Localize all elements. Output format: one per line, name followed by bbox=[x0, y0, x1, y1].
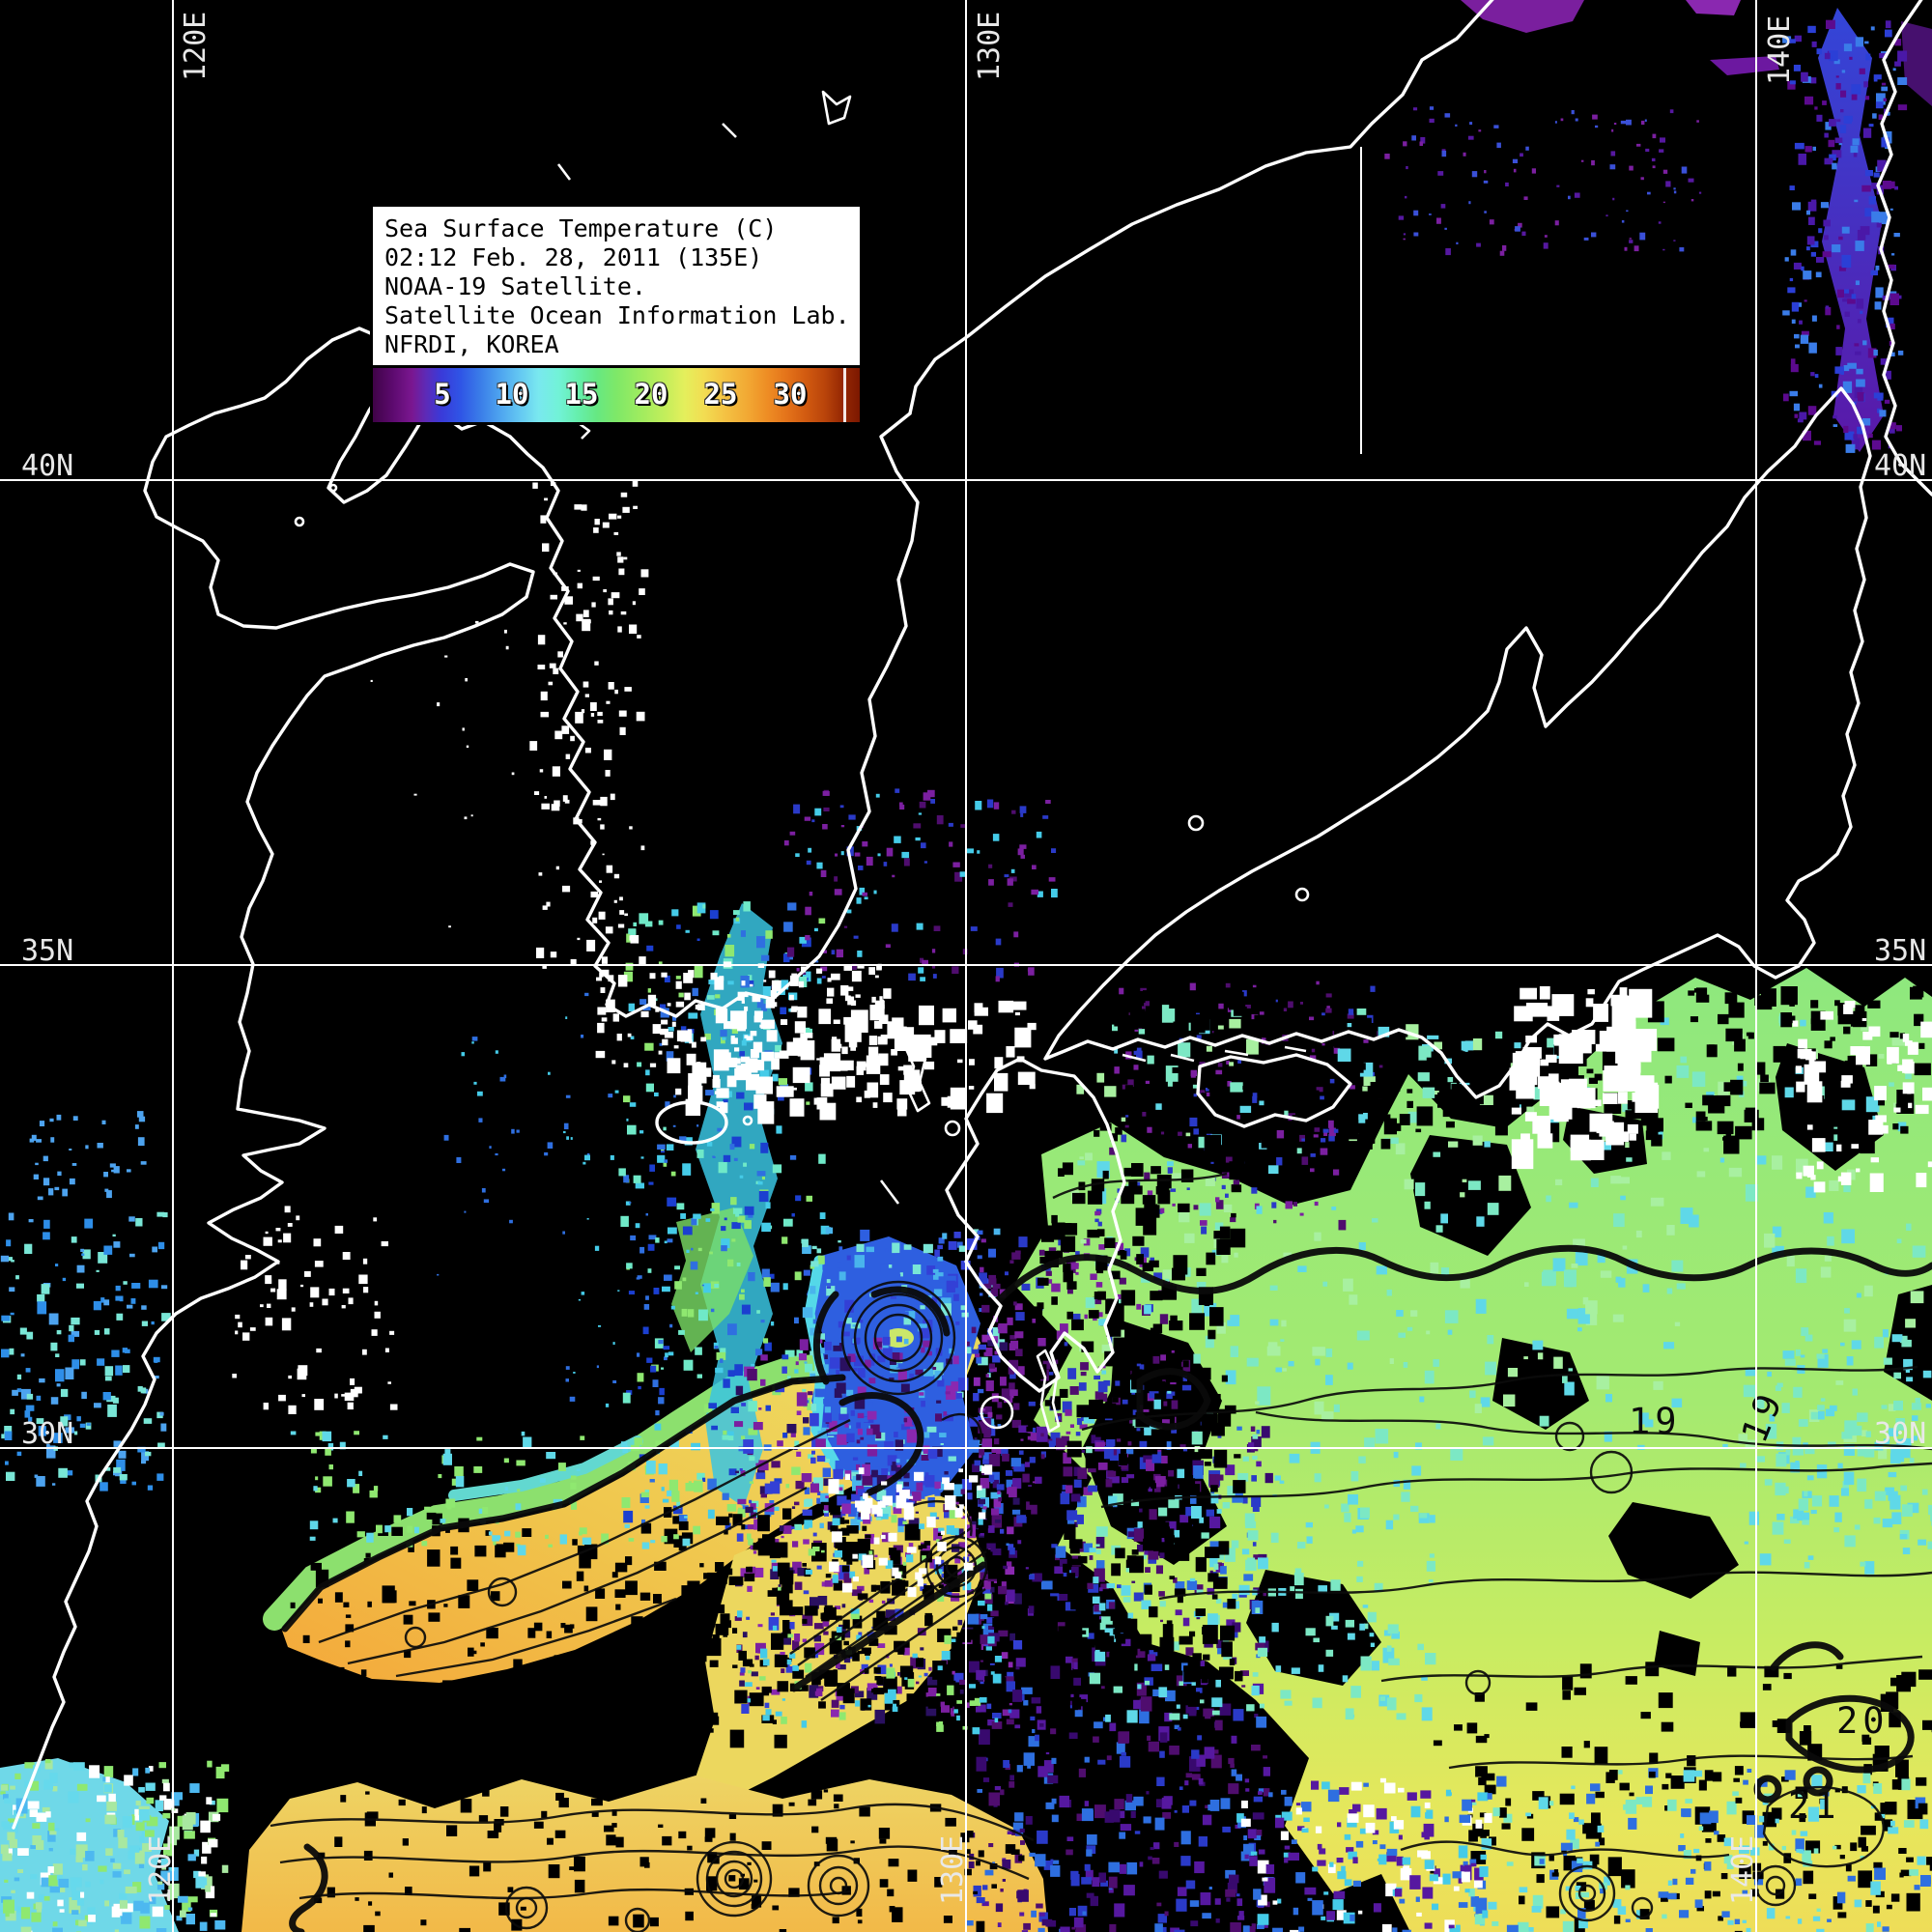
grid-label-130E-bottom: 130E bbox=[936, 1835, 970, 1905]
title-line-product: Sea Surface Temperature (C) bbox=[384, 214, 778, 242]
coast-kyushu bbox=[945, 1057, 1126, 1393]
grid-label-35N-right: 35N bbox=[1874, 934, 1926, 968]
lake-fragment-1 bbox=[821, 90, 852, 126]
colorbar-tick-30: 30 bbox=[773, 378, 808, 411]
grid-label-30N-right: 30N bbox=[1874, 1417, 1926, 1451]
sst-japansea-blue-strip bbox=[1818, 8, 1884, 452]
title-line-satellite: NOAA-19 Satellite. bbox=[384, 272, 646, 300]
coastline-layer bbox=[12, 0, 1932, 1830]
grid-label-140E-top: 140E bbox=[1763, 15, 1797, 85]
colorbar-tick-15: 15 bbox=[564, 378, 599, 411]
coast-hokkaido bbox=[1876, 0, 1932, 497]
title-line-datetime: 02:12 Feb. 28, 2011 (135E) bbox=[384, 243, 763, 271]
sst-green-field bbox=[1014, 968, 1932, 1932]
grid-label-140E-bottom: 140E bbox=[1726, 1835, 1760, 1905]
island-iki bbox=[944, 1120, 961, 1137]
cold-purple-patches bbox=[1461, 0, 1932, 106]
sst-cyan-fringe bbox=[448, 1435, 643, 1501]
coast-korea-east bbox=[771, 412, 920, 1001]
island-oki bbox=[1294, 887, 1310, 902]
coast-honshu bbox=[1043, 386, 1872, 1099]
grid-label-40N-left: 40N bbox=[21, 449, 73, 483]
title-line-agency: NFRDI, KOREA bbox=[384, 330, 559, 358]
island-yakushima bbox=[980, 1395, 1014, 1430]
island-near-jeju bbox=[742, 1115, 753, 1126]
grid-label-40N-right: 40N bbox=[1874, 449, 1926, 483]
coast-russia bbox=[908, 0, 1494, 415]
coast-shikoku bbox=[1196, 1053, 1352, 1128]
colorbar-tick-25: 25 bbox=[703, 378, 738, 411]
island-tsushima bbox=[904, 1037, 931, 1113]
grid-label-120E-top: 120E bbox=[179, 12, 213, 81]
colorbar-end-tick bbox=[843, 368, 846, 422]
island-tanegashima bbox=[1036, 1349, 1061, 1434]
title-text-block: Sea Surface Temperature (C) 02:12 Feb. 2… bbox=[373, 207, 860, 365]
coast-korea-west bbox=[508, 435, 775, 1018]
island-bohai-1 bbox=[294, 516, 305, 527]
contour-label-20: 20 bbox=[1836, 1700, 1889, 1742]
grid-label-130E-top: 130E bbox=[973, 12, 1007, 81]
cloud-fragment-layer bbox=[232, 479, 1932, 1598]
island-jeju bbox=[655, 1100, 728, 1145]
lake-fragment-3 bbox=[722, 123, 737, 138]
contour-layer: 19 19 20 21 bbox=[270, 1172, 1932, 1932]
island-ulleung bbox=[1187, 814, 1205, 832]
grid-label-35N-left: 35N bbox=[21, 934, 73, 968]
colorbar-tick-5: 5 bbox=[434, 378, 451, 411]
lake-fragment-2 bbox=[556, 163, 572, 181]
title-legend-box: Sea Surface Temperature (C) 02:12 Feb. 2… bbox=[370, 204, 863, 425]
sst-green-fringe bbox=[263, 1352, 854, 1631]
island-bohai-2 bbox=[328, 483, 338, 493]
grid-label-120E-bottom: 120E bbox=[144, 1835, 178, 1905]
grid-label-30N-left: 30N bbox=[21, 1417, 73, 1451]
colorbar-tick-10: 10 bbox=[495, 378, 529, 411]
title-line-lab: Satellite Ocean Information Lab. bbox=[384, 301, 850, 329]
contour-label-19: 19 bbox=[1629, 1401, 1682, 1442]
island-goto bbox=[879, 1179, 900, 1205]
colorbar-tick-20: 20 bbox=[634, 378, 668, 411]
temperature-colorbar: 5 10 15 20 25 30 bbox=[373, 365, 860, 422]
sst-bottom-warm-field bbox=[242, 1776, 1048, 1932]
seto-islands bbox=[1122, 1045, 1307, 1063]
coast-china bbox=[12, 327, 535, 1830]
contour-label-21: 21 bbox=[1788, 1785, 1841, 1827]
